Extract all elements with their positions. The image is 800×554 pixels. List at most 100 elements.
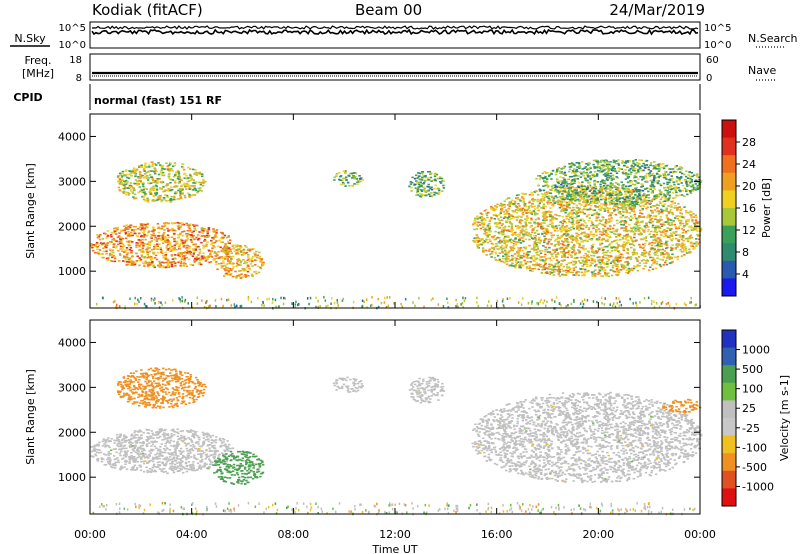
echo-cell <box>571 260 574 263</box>
echo-cell <box>537 223 540 226</box>
echo-cell <box>586 240 589 242</box>
echo-cell <box>102 256 105 259</box>
echo-cell <box>185 252 189 254</box>
echo-cell <box>685 182 688 184</box>
echo-cell <box>126 176 129 179</box>
echo-cell <box>605 203 608 206</box>
echo-cell <box>146 223 149 225</box>
echo-cell <box>547 266 551 268</box>
echo-cell <box>126 263 130 266</box>
echo-cell <box>692 213 695 215</box>
echo-cell <box>608 251 612 254</box>
echo-cell <box>667 212 671 215</box>
echo-cell <box>166 199 170 202</box>
echo-cell <box>135 168 139 171</box>
echo-cell <box>482 223 486 226</box>
echo-cell <box>492 247 496 249</box>
echo-cell <box>641 243 645 246</box>
echo-cell <box>107 257 110 259</box>
echo-cell <box>638 163 641 165</box>
echo-cell <box>670 234 673 236</box>
echo-cell <box>572 212 575 214</box>
echo-cell <box>622 206 625 208</box>
echo-cell <box>127 230 130 233</box>
echo-cell <box>438 189 441 192</box>
echo-cell <box>605 257 609 260</box>
echo-cell <box>600 266 604 269</box>
echo-cell <box>148 166 151 168</box>
echo-cell <box>573 178 576 181</box>
echo-cell <box>568 175 572 178</box>
echo-cell <box>525 266 529 268</box>
echo-cell <box>606 188 609 190</box>
echo-cell <box>118 253 122 255</box>
echo-cell <box>658 174 661 176</box>
echo-cell <box>146 179 150 181</box>
echo-cell <box>554 200 558 203</box>
echo-cell <box>521 219 524 222</box>
echo-cell <box>651 226 654 228</box>
echo-cell <box>178 188 182 190</box>
echo-cell <box>565 271 568 274</box>
echo-cell <box>161 174 164 177</box>
echo-cell <box>638 243 641 246</box>
echo-cell <box>124 249 127 252</box>
echo-cell <box>606 245 609 248</box>
echo-cell <box>691 189 694 191</box>
echo-cell <box>557 192 561 195</box>
echo-cell <box>221 247 225 250</box>
echo-cell <box>648 243 651 245</box>
echo-cell <box>609 236 612 239</box>
echo-cell <box>592 235 595 238</box>
echo-cell <box>571 179 574 181</box>
echo-cell <box>232 266 235 268</box>
echo-cell <box>514 257 517 259</box>
echo-cell <box>527 254 530 256</box>
echo-cell <box>560 210 563 213</box>
echo-cell <box>697 235 700 237</box>
freq-right-tick-bottom: 0 <box>706 73 712 84</box>
echo-cell <box>507 225 511 228</box>
echo-cell <box>153 266 156 269</box>
echo-cell <box>190 241 193 243</box>
echo-cell <box>178 226 181 229</box>
echo-cell <box>615 273 619 276</box>
echo-cell <box>154 181 157 184</box>
echo-cell <box>477 237 481 240</box>
echo-cell <box>638 159 641 161</box>
echo-cell <box>179 242 182 245</box>
echo-cell <box>532 228 535 230</box>
echo-cell <box>668 168 671 170</box>
echo-cell <box>561 224 564 227</box>
echo-cell <box>662 231 665 234</box>
echo-cell <box>650 259 654 262</box>
echo-cell <box>624 206 628 209</box>
echo-cell <box>583 239 586 242</box>
echo-cell <box>570 247 573 249</box>
echo-cell <box>227 260 230 262</box>
echo-cell <box>563 244 566 247</box>
echo-cell <box>596 206 599 208</box>
echo-cell <box>154 194 157 196</box>
echo-cell <box>509 229 512 232</box>
echo-cell <box>631 269 634 272</box>
echo-cell <box>502 237 506 240</box>
echo-cell <box>415 180 418 182</box>
cpid-mode: normal (fast) 151 RF <box>94 94 222 107</box>
echo-cell <box>181 255 185 258</box>
echo-cell <box>225 255 229 258</box>
echo-cell <box>518 205 521 207</box>
echo-cell <box>607 215 611 217</box>
echo-cell <box>670 200 673 203</box>
echo-cell <box>659 258 662 261</box>
echo-cell <box>140 166 143 168</box>
echo-cell <box>667 253 670 255</box>
echo-cell <box>599 195 602 198</box>
echo-cell <box>508 260 512 262</box>
echo-cell <box>193 227 196 230</box>
echo-cell <box>577 260 581 262</box>
echo-cell <box>560 190 563 193</box>
echo-cell <box>638 230 641 232</box>
echo-cell <box>642 169 645 172</box>
echo-cell <box>130 231 133 234</box>
